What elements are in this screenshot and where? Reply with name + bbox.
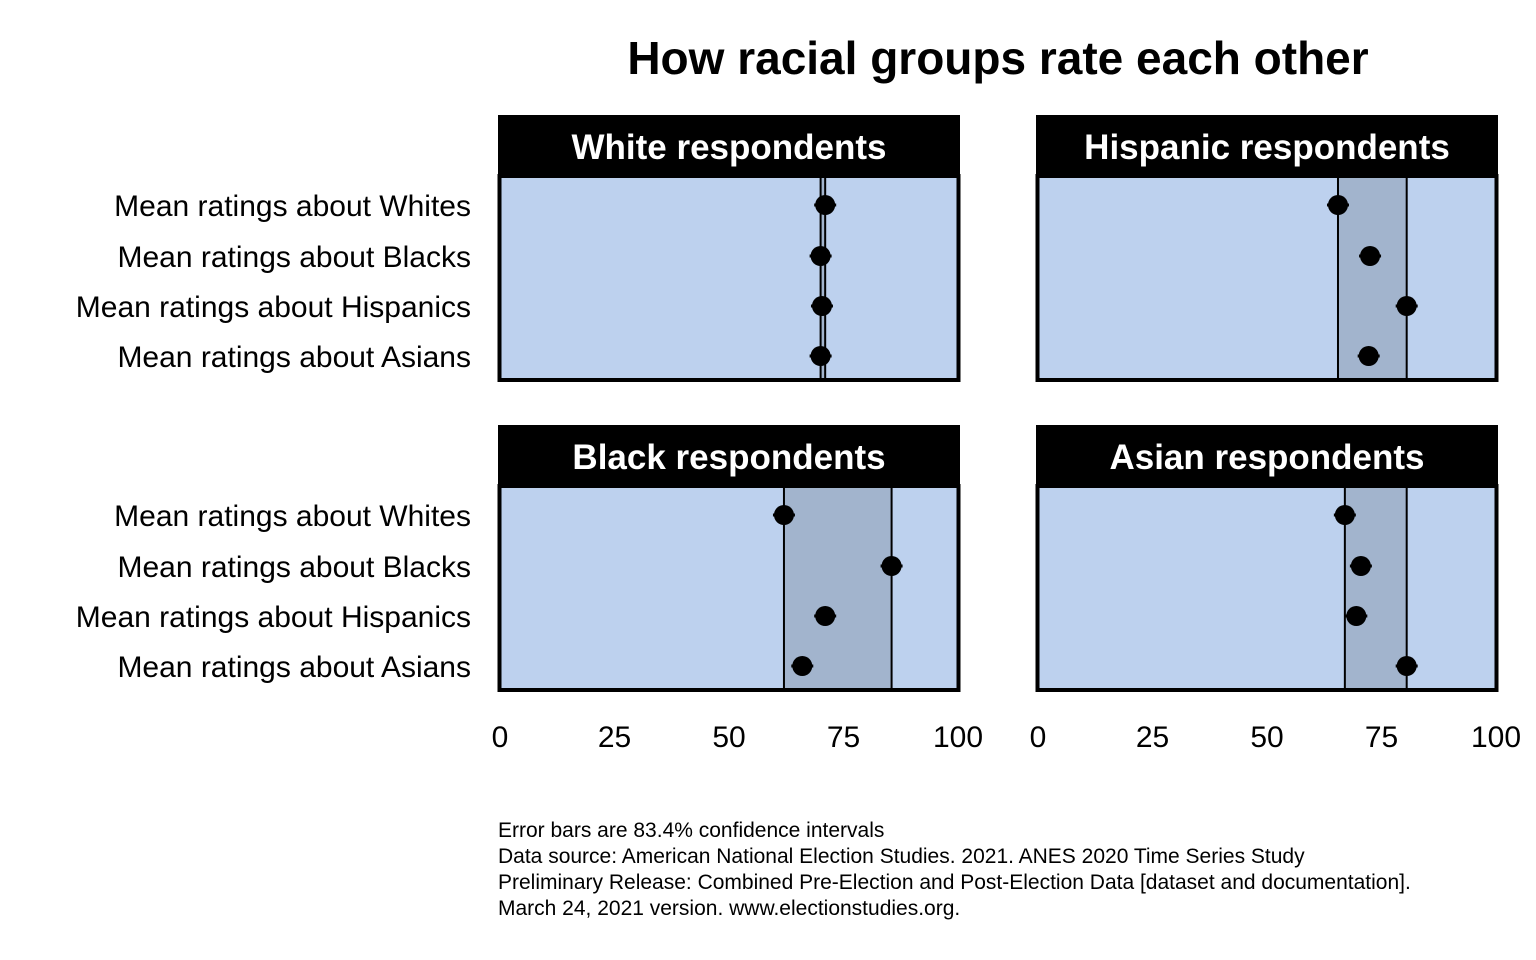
y-tick-label-row2-1: Mean ratings about Whites: [114, 500, 471, 533]
panel-border-white-respondents: [497, 174, 961, 382]
data-point-black-respondents-2: [881, 556, 902, 576]
panel-title-white-respondents: White respondents: [571, 128, 886, 167]
data-point-hispanic-respondents-3: [1396, 296, 1417, 316]
panel-strip-black-respondents: [498, 425, 960, 487]
range-band-black-respondents: [783, 487, 892, 689]
panel-title-black-respondents: Black respondents: [572, 438, 885, 477]
panel-strip-hispanic-respondents: [1036, 115, 1498, 177]
x-tick-label-col1-0: 0: [492, 721, 509, 754]
data-point-black-respondents-4: [792, 656, 813, 676]
data-point-hispanic-respondents-1: [1327, 195, 1348, 215]
range-band-hispanic-respondents: [1337, 177, 1407, 379]
y-tick-label-row1-1: Mean ratings about Whites: [114, 190, 471, 223]
panel-bg-asian-respondents: [1038, 487, 1496, 689]
data-point-black-respondents-3: [815, 606, 836, 626]
x-tick-label-col1-75: 75: [827, 721, 860, 754]
panel-border-hispanic-respondents: [1035, 174, 1499, 382]
x-tick-label-col2-75: 75: [1365, 721, 1398, 754]
data-point-white-respondents-2: [810, 246, 831, 266]
data-point-asian-respondents-4: [1396, 656, 1417, 676]
panel-border-black-respondents: [497, 484, 961, 692]
data-point-white-respondents-1: [815, 195, 836, 215]
caption-line-1: Error bars are 83.4% confidence interval…: [498, 819, 885, 842]
panel-title-hispanic-respondents: Hispanic respondents: [1084, 128, 1450, 167]
data-point-asian-respondents-3: [1346, 606, 1367, 626]
y-tick-label-row2-4: Mean ratings about Asians: [117, 651, 471, 684]
data-point-white-respondents-3: [811, 296, 832, 316]
x-tick-label-col1-100: 100: [933, 721, 983, 754]
x-tick-label-col1-25: 25: [598, 721, 631, 754]
data-point-hispanic-respondents-4: [1358, 346, 1379, 366]
data-point-asian-respondents-1: [1334, 505, 1355, 525]
data-point-hispanic-respondents-2: [1360, 246, 1381, 266]
caption: Error bars are 83.4% confidence interval…: [498, 818, 1534, 922]
panel-border-asian-respondents: [1035, 484, 1499, 692]
y-tick-label-row1-2: Mean ratings about Blacks: [117, 241, 471, 274]
x-tick-label-col2-50: 50: [1250, 721, 1283, 754]
x-tick-label-col2-0: 0: [1030, 721, 1047, 754]
y-tick-label-row2-3: Mean ratings about Hispanics: [76, 601, 471, 634]
data-point-white-respondents-4: [810, 346, 831, 366]
panel-bg-white-respondents: [500, 177, 958, 379]
data-point-asian-respondents-2: [1350, 556, 1371, 576]
data-point-black-respondents-1: [773, 505, 794, 525]
y-tick-label-row1-4: Mean ratings about Asians: [117, 341, 471, 374]
panel-strip-asian-respondents: [1036, 425, 1498, 487]
caption-line-4: March 24, 2021 version. www.electionstud…: [498, 897, 961, 920]
panel-title-asian-respondents: Asian respondents: [1109, 438, 1424, 477]
panel-strip-white-respondents: [498, 115, 960, 177]
caption-line-2: Data source: American National Election …: [498, 845, 1305, 868]
x-tick-label-col1-50: 50: [712, 721, 745, 754]
y-tick-label-row2-2: Mean ratings about Blacks: [117, 551, 471, 584]
x-tick-label-col2-100: 100: [1471, 721, 1521, 754]
range-band-white-respondents: [820, 177, 826, 379]
faceted-dot-plot: White respondents Hispanic respondents Bla…: [76, 115, 1521, 754]
panel-bg-hispanic-respondents: [1038, 177, 1496, 379]
y-tick-label-row1-3: Mean ratings about Hispanics: [76, 291, 471, 324]
range-band-asian-respondents: [1344, 487, 1407, 689]
chart-title: How racial groups rate each other: [627, 32, 1369, 84]
caption-line-3: Preliminary Release: Combined Pre-Electi…: [498, 871, 1411, 894]
x-tick-label-col2-25: 25: [1136, 721, 1169, 754]
